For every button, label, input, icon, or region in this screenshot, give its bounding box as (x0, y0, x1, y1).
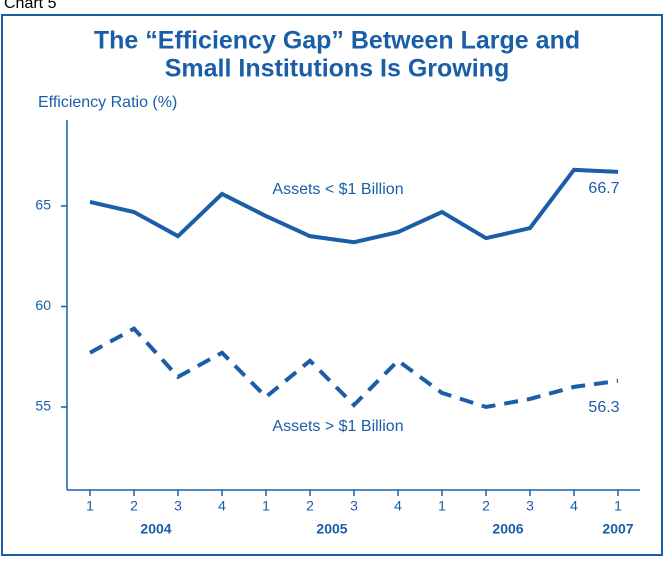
series-line (89, 326, 619, 410)
value-label: 66.7 (588, 180, 619, 197)
year-label: 2005 (316, 521, 347, 537)
series-label: Assets > $1 Billion (272, 418, 403, 435)
x-tick-label: 3 (526, 498, 534, 514)
chart-title: Small Institutions Is Growing (165, 55, 509, 83)
x-tick-label: 3 (174, 498, 182, 514)
x-tick-label: 1 (262, 498, 270, 514)
x-tick-label: 4 (570, 498, 578, 514)
year-label: 2004 (140, 521, 171, 537)
y-axis-label: Efficiency Ratio (%) (38, 94, 177, 111)
year-label: 2006 (492, 521, 523, 537)
x-tick-label: 2 (482, 498, 490, 514)
x-tick-label: 3 (350, 498, 358, 514)
x-tick-label: 1 (438, 498, 446, 514)
x-tick-label: 1 (614, 498, 622, 514)
y-tick-label: 55 (35, 398, 51, 414)
x-tick-label: 1 (86, 498, 94, 514)
frame (1, 14, 663, 556)
series-label: Assets < $1 Billion (272, 181, 403, 198)
chart-label: Chart 5 (4, 0, 57, 12)
x-tick-label: 4 (218, 498, 226, 514)
value-label: 56.3 (588, 399, 619, 416)
chart-title: The “Efficiency Gap” Between Large and (94, 27, 580, 55)
x-tick-label: 4 (394, 498, 402, 514)
series-line (89, 167, 619, 245)
x-tick-label: 2 (306, 498, 314, 514)
y-tick-label: 60 (35, 297, 51, 313)
year-label: 2007 (602, 521, 633, 537)
y-tick-label: 65 (35, 197, 51, 213)
x-tick-label: 2 (130, 498, 138, 514)
